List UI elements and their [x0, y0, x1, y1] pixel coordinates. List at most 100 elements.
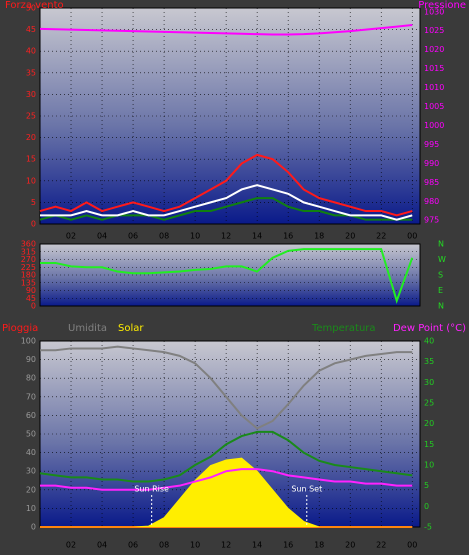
y2-tick-label: N [438, 240, 444, 249]
y-tick-label: 225 [21, 263, 36, 272]
y2-tick-label: 10 [424, 461, 434, 470]
y2-tick-label: 20 [424, 419, 434, 428]
y-tick-label: 40 [26, 448, 36, 457]
x-tick-label: 14 [252, 232, 262, 241]
y2-tick-label: 15 [424, 440, 434, 449]
y-tick-label: 135 [21, 278, 36, 287]
line [39, 153, 413, 217]
x-tick-label: 20 [345, 232, 355, 241]
y2-tick-label: 1030 [424, 7, 444, 16]
legend-entry: Temperatura [311, 323, 376, 334]
line [39, 430, 413, 483]
x-tick-label: 10 [190, 232, 200, 241]
line [39, 24, 413, 36]
annotation: Sun Set [291, 485, 322, 494]
y-tick-label: 45 [26, 25, 36, 34]
y-tick-label: 0 [31, 220, 36, 229]
x-tick-label: 02 [66, 232, 76, 241]
line [40, 248, 414, 305]
x-tick-label: 06 [128, 541, 138, 550]
y-tick-label: 5 [31, 198, 36, 207]
y2-tick-label: S [438, 271, 443, 280]
y-tick-label: 80 [26, 374, 36, 383]
x-tick-label: 22 [376, 232, 386, 241]
y-tick-label: 360 [21, 240, 36, 249]
y2-tick-label: W [438, 255, 446, 264]
y-tick-label: 20 [26, 133, 36, 142]
y-tick-label: 15 [26, 155, 36, 164]
y-tick-label: 40 [26, 47, 36, 56]
y2-tick-label: 995 [424, 140, 439, 149]
y2-tick-label: 40 [424, 337, 434, 346]
y-tick-label: 90 [26, 286, 36, 295]
y-tick-label: 30 [26, 467, 36, 476]
y-tick-label: 10 [26, 176, 36, 185]
x-tick-label: 20 [345, 541, 355, 550]
x-tick-label: 12 [221, 541, 231, 550]
y2-tick-label: 1015 [424, 64, 444, 73]
x-tick-label: 22 [376, 541, 386, 550]
y-tick-label: 60 [26, 411, 36, 420]
y2-tick-label: 0 [424, 502, 429, 511]
y2-tick-label: 30 [424, 378, 434, 387]
y-tick-label: 50 [26, 430, 36, 439]
y2-tick-label: 1000 [424, 121, 444, 130]
y-tick-label: 270 [21, 255, 36, 264]
y2-tick-label: 5 [424, 481, 429, 490]
y2-tick-label: 975 [424, 216, 439, 225]
y2-tick-label: 1010 [424, 83, 444, 92]
area [40, 457, 413, 528]
y-tick-label: 20 [26, 485, 36, 494]
y2-tick-label: 1025 [424, 26, 444, 35]
y2-tick-label: 35 [424, 357, 434, 366]
y2-tick-label: 990 [424, 159, 439, 168]
y-tick-label: 10 [26, 504, 36, 513]
line [40, 468, 413, 491]
x-tick-label: 16 [283, 541, 293, 550]
legend-entry: Pioggia [2, 323, 38, 334]
y-tick-label: 30 [26, 90, 36, 99]
x-tick-label: 04 [97, 541, 107, 550]
x-tick-label: 00 [407, 232, 417, 241]
y-tick-label: 50 [26, 4, 36, 13]
x-tick-label: 08 [159, 232, 169, 241]
y2-tick-label: 980 [424, 197, 439, 206]
y-tick-label: 90 [26, 355, 36, 364]
legend-entry: Pressione [418, 0, 466, 11]
y-tick-label: 180 [21, 271, 36, 280]
line [40, 345, 413, 430]
y-tick-label: 25 [26, 112, 36, 121]
legend-entry: Forza vento [5, 0, 64, 11]
y-tick-label: 100 [21, 337, 36, 346]
x-tick-label: 12 [221, 232, 231, 241]
y-tick-label: 70 [26, 392, 36, 401]
legend-entry: Solar [118, 323, 144, 334]
y2-tick-label: 25 [424, 399, 434, 408]
y2-tick-label: N [438, 302, 444, 311]
y-tick-label: 0 [31, 523, 36, 532]
y2-tick-label: E [438, 286, 443, 295]
y2-tick-label: 1020 [424, 45, 444, 54]
y2-tick-label: 985 [424, 178, 439, 187]
annotation: Sun Rise [134, 485, 169, 494]
x-tick-label: 02 [66, 541, 76, 550]
x-tick-label: 10 [190, 541, 200, 550]
x-tick-label: 08 [159, 541, 169, 550]
y-tick-label: 0 [31, 302, 36, 311]
legend-entry: Umidita [68, 323, 107, 334]
y2-tick-label: -5 [424, 523, 432, 532]
y-tick-label: 315 [21, 247, 36, 256]
y-tick-label: 45 [26, 294, 36, 303]
x-tick-label: 06 [128, 232, 138, 241]
legend-entry: Dew Point (°C) [393, 323, 466, 334]
x-tick-label: 18 [314, 541, 324, 550]
x-tick-label: 16 [283, 232, 293, 241]
x-tick-label: 14 [252, 541, 262, 550]
x-tick-label: 00 [407, 541, 417, 550]
line [40, 184, 413, 221]
y2-tick-label: 1005 [424, 102, 444, 111]
y-tick-label: 35 [26, 68, 36, 77]
x-tick-label: 18 [314, 232, 324, 241]
